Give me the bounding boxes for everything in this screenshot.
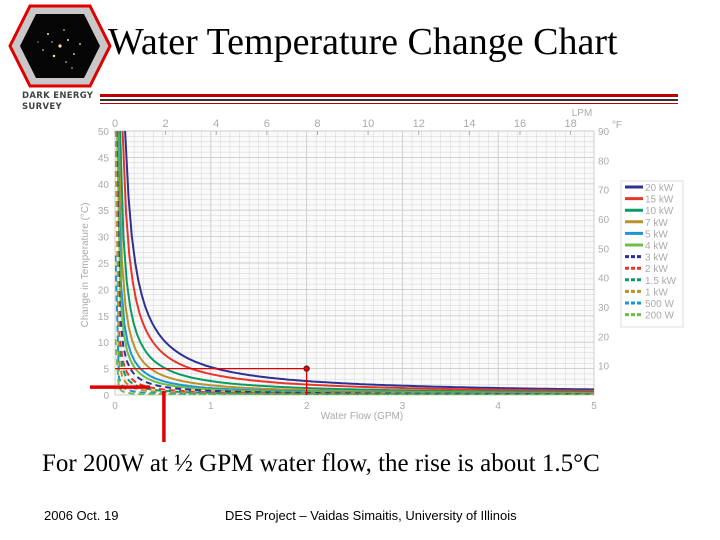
- legend-label: 10 kW: [645, 206, 674, 217]
- legend-label: 15 kW: [645, 195, 674, 206]
- x-tick-label: 4: [495, 401, 501, 412]
- y-tick-label: 45: [98, 153, 110, 164]
- footer-credit: DES Project – Vaidas Simaitis, Universit…: [225, 508, 517, 523]
- x-top-tick-label: 4: [213, 118, 219, 130]
- x-tick-label: 2: [304, 401, 310, 412]
- y-tick-label: 15: [98, 312, 110, 323]
- legend-label: 3 kW: [645, 253, 668, 264]
- slide-caption: For 200W at ½ GPM water flow, the rise i…: [42, 450, 600, 477]
- logo-text-line2: SURVEY: [22, 102, 62, 112]
- legend-label: 4 kW: [645, 241, 668, 252]
- x-top-tick-label: 10: [362, 118, 374, 130]
- x-tick-label: 3: [400, 401, 406, 412]
- legend-label: 200 W: [645, 311, 674, 322]
- x-top-tick-label: 0: [112, 118, 118, 130]
- x-tick-label: 5: [591, 401, 597, 412]
- y-right-tick-label: 70: [598, 186, 610, 197]
- legend-label: 500 W: [645, 299, 674, 310]
- des-logo: [8, 4, 112, 88]
- y-tick-label: 25: [98, 259, 110, 270]
- x-top-tick-label: 14: [463, 118, 475, 130]
- legend-label: 1.5 kW: [645, 276, 677, 287]
- title-rule-red: [100, 94, 678, 97]
- y-right-tick-label: 80: [598, 156, 610, 167]
- x-top-tick-label: 6: [264, 118, 270, 130]
- legend-label: 1 kW: [645, 287, 668, 298]
- y-right-tick-label: 40: [598, 274, 610, 285]
- legend-label: 20 kW: [645, 183, 674, 194]
- x-top-tick-label: 16: [514, 118, 526, 130]
- x-top-tick-label: 2: [163, 118, 169, 130]
- series-line: [121, 131, 594, 392]
- y-right-unit-label: °F: [612, 120, 622, 131]
- x-tick-label: 0: [112, 401, 118, 412]
- legend-label: 2 kW: [645, 264, 668, 275]
- y-tick-label: 35: [98, 206, 110, 217]
- legend-label: 7 kW: [645, 218, 668, 229]
- x-axis-title: Water Flow (GPM): [321, 411, 403, 422]
- y-tick-label: 5: [103, 365, 109, 376]
- x-top-tick-label: 12: [413, 118, 425, 130]
- y-tick-label: 0: [103, 391, 109, 402]
- logo-wordmark: DARK ENERGY SURVEY: [22, 91, 93, 113]
- y-tick-label: 30: [98, 233, 110, 244]
- y-right-tick-label: 90: [598, 127, 610, 138]
- y-tick-label: 50: [98, 127, 110, 138]
- y-tick-label: 10: [98, 338, 110, 349]
- y-right-tick-label: 60: [598, 215, 610, 226]
- legend-box: [620, 180, 684, 328]
- y-right-tick-label: 50: [598, 244, 610, 255]
- x-top-unit-label: LPM: [572, 108, 593, 119]
- y-right-tick-label: 10: [598, 362, 610, 373]
- y-tick-label: 40: [98, 180, 110, 191]
- y-tick-label: 20: [98, 285, 110, 296]
- y-right-tick-label: 20: [598, 332, 610, 343]
- series-line: [115, 339, 594, 395]
- series-line: [124, 131, 594, 391]
- slide-title: Water Temperature Change Chart: [108, 21, 618, 63]
- title-rule-thin: [100, 103, 678, 104]
- y-right-tick-label: 30: [598, 303, 610, 314]
- title-rule-dark: [100, 99, 678, 101]
- legend-label: 5 kW: [645, 229, 668, 240]
- footer-date: 2006 Oct. 19: [44, 508, 119, 523]
- logo-galaxy-field: [37, 29, 81, 69]
- x-tick-label: 1: [208, 401, 214, 412]
- y-axis-title: Change in Temperature (°C): [80, 203, 91, 328]
- x-top-tick-label: 18: [564, 118, 576, 130]
- logo-text-line1: DARK ENERGY: [22, 91, 94, 101]
- reference-point-marker: [303, 365, 310, 372]
- x-top-tick-label: 8: [314, 118, 320, 130]
- series-line: [119, 131, 594, 394]
